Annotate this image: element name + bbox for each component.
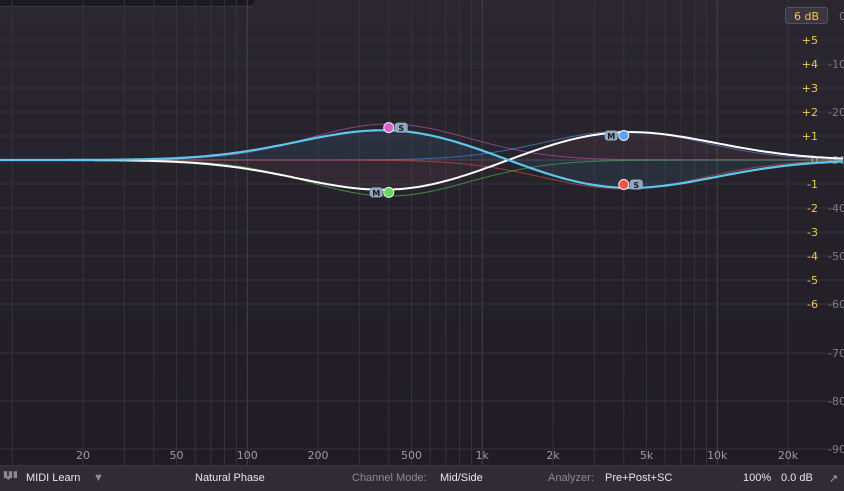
analyzer-label: 0 <box>839 10 844 23</box>
band-1-channel-label: S <box>398 124 404 133</box>
freq-label: 20k <box>778 449 799 462</box>
gain-label: -5 <box>807 274 818 287</box>
analyzer-label: -20 <box>828 106 844 119</box>
band-2-channel-label: M <box>372 189 380 198</box>
analyzer-label: -80 <box>828 395 844 408</box>
analyzer-label: -60 <box>828 298 844 311</box>
gain-label: +3 <box>802 82 818 95</box>
gain-label: -2 <box>807 202 818 215</box>
gain-label: -6 <box>807 298 818 311</box>
band-1-node[interactable] <box>383 122 395 134</box>
freq-label: 20 <box>76 449 90 462</box>
analyzer-label: -40 <box>828 202 844 215</box>
gain-label: -4 <box>807 250 818 263</box>
resize-handle-icon[interactable]: ↗ <box>829 473 839 485</box>
band-2-node[interactable] <box>383 186 395 198</box>
freq-label: 200 <box>308 449 329 462</box>
analyzer-selector[interactable]: Pre+Post+SC <box>605 472 673 484</box>
band-3-channel-label: M <box>607 132 615 141</box>
gain-label: +1 <box>802 130 818 143</box>
midi-learn-button[interactable]: MIDI Learn <box>26 472 81 484</box>
freq-label: 2k <box>546 449 560 462</box>
analyzer-label: -90 <box>828 443 844 456</box>
db-range-button[interactable]: 6 dB <box>785 7 828 24</box>
zoom-value[interactable]: 100% <box>743 472 772 484</box>
dot-icon: ● <box>6 473 11 482</box>
freq-label: 100 <box>237 449 258 462</box>
freq-label: 10k <box>707 449 728 462</box>
mid-curve-fill <box>0 132 844 190</box>
mid-curve[interactable] <box>0 131 844 191</box>
piano-roll-icon[interactable]: ▮▮▮ <box>3 469 18 479</box>
phase-mode-selector[interactable]: Natural Phase <box>195 472 265 484</box>
top-panel-edge <box>0 0 255 7</box>
freq-label: 50 <box>170 449 184 462</box>
band-2-channel-chip[interactable] <box>369 187 383 198</box>
band-4-channel-label: S <box>633 181 639 190</box>
band-4-node[interactable] <box>618 178 630 190</box>
band-1-channel-chip[interactable] <box>394 122 408 133</box>
channel-mode-selector[interactable]: Mid/Side <box>440 472 483 484</box>
gain-label: +4 <box>802 58 818 71</box>
band-4-channel-chip[interactable] <box>629 179 643 190</box>
eq-display[interactable]: +5 +4 +3 +2 +1 0 -1 -2 -3 -4 -5 -6 0 -10 -20 -30 -40 -50-… <box>0 0 844 465</box>
side-curve[interactable] <box>0 129 844 189</box>
analyzer-label: -50 <box>828 250 844 263</box>
bottom-bar: ▮▮▮ ● MIDI Learn ▼ Natural Phase Channel… <box>0 465 844 491</box>
freq-label: 5k <box>640 449 654 462</box>
gain-label: -3 <box>807 226 818 239</box>
midi-learn-dropdown-arrow-icon[interactable]: ▼ <box>93 472 104 484</box>
freq-label: 500 <box>401 449 422 462</box>
analyzer-label: Analyzer: <box>548 472 594 484</box>
gain-label: +2 <box>802 106 818 119</box>
eq-graph[interactable]: +5+4+3+2+10-1-2-3-4-5-60-10-20-30-40-50-… <box>0 0 844 465</box>
gain-label: -1 <box>807 178 818 191</box>
output-gain-value[interactable]: 0.0 dB <box>781 472 813 484</box>
channel-mode-label: Channel Mode: <box>352 472 427 484</box>
band-3-channel-chip[interactable] <box>604 130 618 141</box>
analyzer-label: -10 <box>828 58 844 71</box>
band-3-node[interactable] <box>618 130 630 142</box>
analyzer-label: -70 <box>828 347 844 360</box>
gain-label: +5 <box>802 34 818 47</box>
freq-label: 1k <box>476 449 490 462</box>
side-curve-fill <box>0 130 844 188</box>
